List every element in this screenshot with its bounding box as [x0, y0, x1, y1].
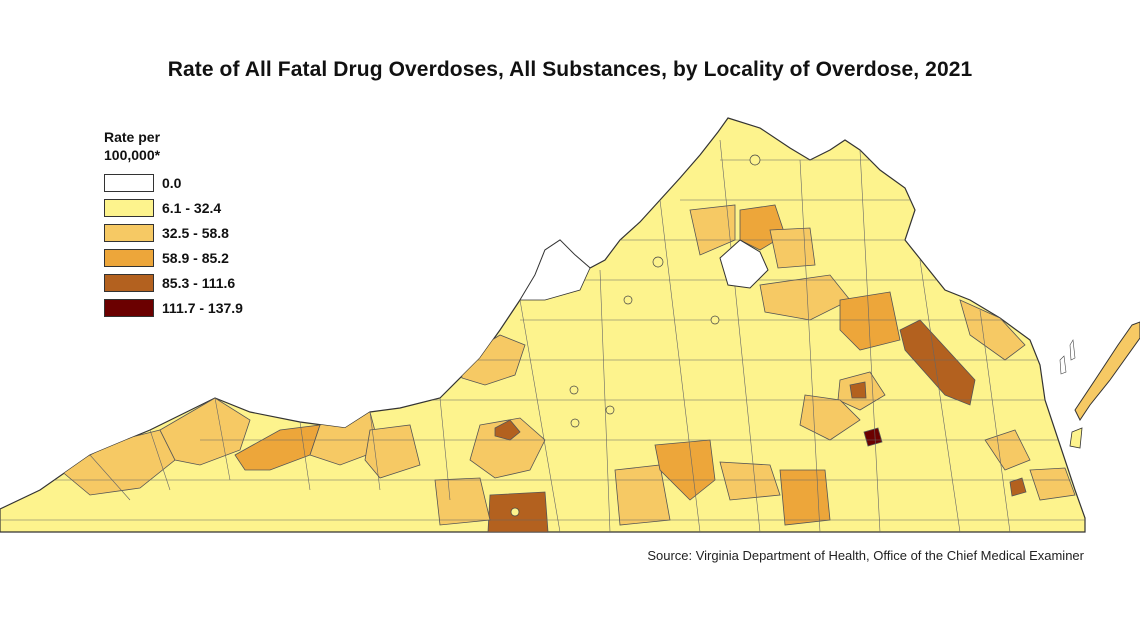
legend-swatch-1 — [104, 199, 154, 217]
county-east-2 — [839, 291, 901, 351]
county-boundaries — [0, 139, 1085, 532]
legend-swatch-2 — [104, 224, 154, 242]
legend-title-line2: 100,000* — [104, 147, 161, 163]
legend-item-2: 32.5 - 58.8 — [104, 223, 243, 243]
eastern-shore — [1069, 321, 1140, 449]
legend-label-3: 58.9 - 85.2 — [162, 250, 229, 266]
county-portsmouth — [1009, 477, 1027, 497]
county-southside-4 — [654, 439, 716, 501]
county-beach — [1029, 467, 1076, 501]
map-title: Rate of All Fatal Drug Overdoses, All Su… — [167, 58, 973, 81]
county-roanoke — [494, 419, 521, 441]
legend-item-3: 58.9 - 85.2 — [104, 248, 243, 268]
county-southside-5 — [719, 461, 781, 501]
legend-item-4: 85.3 - 111.6 — [104, 273, 243, 293]
county-southwest-5 — [364, 424, 421, 479]
county-southside-3 — [614, 464, 671, 526]
county-east-1 — [759, 274, 851, 321]
legend-swatch-4 — [104, 274, 154, 292]
county-richmond-city — [849, 381, 867, 399]
legend-item-5: 111.7 - 137.9 — [104, 298, 243, 318]
county-petersburg — [863, 427, 883, 447]
legend-item-0: 0.0 — [104, 173, 243, 193]
county-fills — [59, 204, 1076, 532]
map-legend: Rate per 100,000* 0.0 6.1 - 32.4 32.5 - … — [104, 128, 243, 323]
legend-label-0: 0.0 — [162, 175, 182, 191]
legend-title: Rate per 100,000* — [104, 128, 243, 164]
city-outlines — [510, 154, 761, 517]
legend-label-4: 85.3 - 111.6 — [162, 275, 236, 291]
legend-label-2: 32.5 - 58.8 — [162, 225, 229, 241]
white-regions — [519, 239, 769, 301]
legend-label-1: 6.1 - 32.4 — [162, 200, 222, 216]
county-east-4 — [959, 299, 1026, 361]
legend-label-5: 111.7 - 137.9 — [162, 300, 243, 316]
source-note: Source: Virginia Department of Health, O… — [647, 548, 1084, 563]
county-north-3 — [769, 227, 816, 269]
county-southside-6 — [779, 469, 831, 526]
county-central-1 — [799, 394, 861, 441]
county-central-sw — [469, 417, 546, 479]
legend-swatch-5 — [104, 299, 154, 317]
county-southside-2 — [434, 477, 491, 526]
legend-title-line1: Rate per — [104, 129, 161, 145]
bay-islands — [1059, 339, 1076, 375]
legend-item-1: 6.1 - 32.4 — [104, 198, 243, 218]
legend-swatch-0 — [104, 174, 154, 192]
legend-swatch-3 — [104, 249, 154, 267]
